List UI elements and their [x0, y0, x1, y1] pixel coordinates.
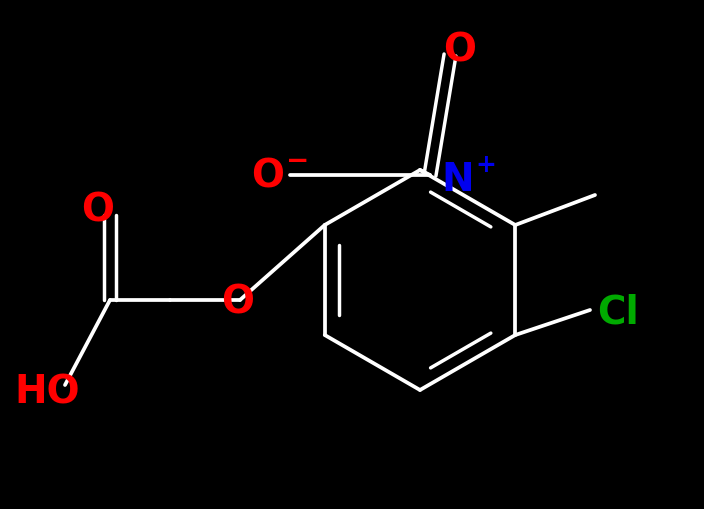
Text: O: O: [444, 31, 477, 69]
Text: −: −: [287, 147, 310, 175]
Text: HO: HO: [14, 374, 80, 412]
Text: Cl: Cl: [597, 293, 639, 331]
Text: O: O: [82, 191, 115, 229]
Text: +: +: [476, 153, 496, 177]
Text: O: O: [222, 283, 255, 321]
Text: N: N: [441, 161, 474, 199]
Text: O: O: [251, 158, 284, 196]
